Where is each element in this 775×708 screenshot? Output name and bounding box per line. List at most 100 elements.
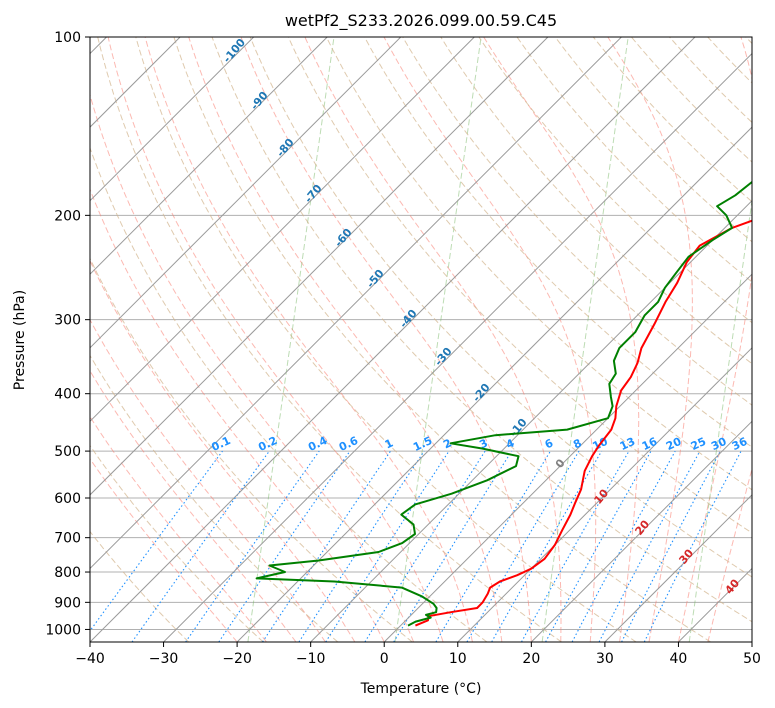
isotherm (751, 641, 752, 642)
x-tick-label: 50 (743, 651, 761, 667)
mixing-ratio-line (545, 450, 652, 642)
moist-adiabat (304, 37, 562, 642)
dry-adiabat (631, 37, 752, 163)
x-tick-label: 0 (380, 651, 389, 667)
dry-adiabat (90, 354, 339, 642)
moist-adiabat (90, 457, 238, 642)
x-tick-label: −10 (296, 651, 326, 667)
dry-adiabat (90, 257, 413, 642)
moist-adiabat (188, 37, 503, 642)
mixing-ratio-lines (90, 450, 742, 642)
moist-adiabat (240, 37, 532, 642)
isotherm (90, 37, 622, 570)
dry-adiabat (249, 37, 752, 578)
dry-adiabat (90, 444, 264, 642)
dry-adiabat-label: -100 (220, 36, 248, 66)
temperature-profile-line (415, 219, 752, 627)
line-labels: 0.1 0.2 0.4 0.6 1 1.5 2 3 4 6 8 10 13 16 20 25 30 36-100-… (209, 36, 749, 597)
x-tick-label: 10 (449, 651, 467, 667)
x-tick-label: 30 (596, 651, 614, 667)
extra-adiabat (394, 37, 482, 642)
mixing-ratio-label: 6 (543, 436, 556, 451)
pressure-grid (90, 37, 752, 630)
mixing-ratio-line (131, 450, 270, 642)
chart-title: wetPf2_S233.2026.099.00.59.C45 (285, 11, 557, 31)
dry-adiabat-label: -50 (364, 267, 387, 291)
moist-adiabat (383, 37, 597, 642)
dry-adiabat (90, 146, 488, 642)
y-tick-label: 1000 (45, 622, 81, 638)
dry-adiabat (97, 37, 562, 642)
dry-adiabat (402, 37, 752, 406)
mixing-ratio-label: 20 (664, 435, 684, 453)
profile-series (255, 180, 752, 627)
dry-adiabat-label: -80 (274, 136, 297, 160)
isotherm (90, 37, 696, 642)
x-tick-label: −30 (149, 651, 179, 667)
y-tick-label: 700 (54, 531, 81, 547)
isotherm (236, 126, 752, 642)
moist-adiabat (90, 259, 356, 642)
x-tick-label: 40 (670, 651, 688, 667)
y-tick-label: 800 (54, 565, 81, 581)
y-tick-label: 900 (54, 595, 81, 611)
moist-adiabat-label: 30 (676, 546, 696, 566)
isotherm (90, 37, 402, 349)
dry-adiabats (90, 37, 752, 642)
y-tick-label: 100 (54, 30, 81, 46)
dry-adiabat-label: -20 (470, 381, 493, 405)
mixing-ratio-line (90, 450, 223, 632)
plot-frame (89, 36, 753, 643)
moist-adiabat-label: 0 (553, 456, 568, 470)
dry-adiabat (211, 37, 752, 623)
dry-adiabat-label: -30 (432, 345, 455, 369)
isotherm (90, 37, 255, 202)
dewpoint-profile-line (255, 180, 752, 627)
moist-adiabat (677, 37, 752, 642)
mixing-ratio-line (643, 450, 742, 642)
x-tick-label: 20 (522, 651, 540, 667)
isotherm (530, 420, 752, 642)
extra-adiabat (247, 37, 335, 642)
moist-adiabat-label: 40 (722, 576, 742, 596)
mixing-ratio-line (218, 450, 351, 642)
mixing-ratio-label: 30 (709, 435, 729, 453)
y-tick-label: 600 (54, 491, 81, 507)
mixing-ratio-label: 25 (689, 435, 708, 453)
mixing-ratio-line (185, 450, 320, 642)
moist-adiabat-label: 20 (632, 517, 652, 537)
mixing-ratio-line (298, 450, 425, 642)
isotherm (383, 273, 752, 642)
mixing-ratio-label: 13 (618, 435, 637, 453)
mixing-ratio-line (393, 450, 513, 642)
isotherm (457, 347, 752, 642)
mixing-ratio-line (325, 450, 450, 642)
dry-adiabat-label: -40 (397, 307, 420, 331)
x-axis-label: Temperature (°C) (360, 681, 482, 697)
dry-adiabat (325, 37, 752, 491)
y-tick-label: 200 (54, 208, 81, 224)
x-axis-ticks: −40 −30 −20 −10 0 10 20 30 40 50 (75, 642, 761, 667)
isotherm (90, 37, 549, 496)
moist-adiabat-label: 10 (591, 486, 611, 506)
dry-adiabat (745, 37, 752, 45)
y-axis-ticks: 1000 900 800 700 600 500 400 300 200 100 (45, 30, 90, 638)
moist-adiabats (90, 37, 752, 642)
moist-adiabat (107, 37, 444, 642)
isotherm (163, 52, 752, 642)
isotherm (90, 37, 328, 275)
x-tick-label: −40 (75, 651, 105, 667)
isotherm (678, 567, 752, 642)
mixing-ratio-line (435, 450, 551, 642)
dry-adiabat (135, 37, 637, 642)
moist-adiabat (90, 369, 297, 642)
x-tick-label: −20 (222, 651, 252, 667)
mixing-ratio-line (364, 450, 486, 642)
dry-adiabat (440, 37, 752, 365)
mixing-ratio-label: 16 (640, 435, 660, 453)
y-tick-label: 300 (54, 313, 81, 329)
y-axis-label: Pressure (hPa) (12, 290, 28, 390)
mixing-ratio-line (262, 450, 391, 642)
extra-adiabat (688, 197, 752, 642)
